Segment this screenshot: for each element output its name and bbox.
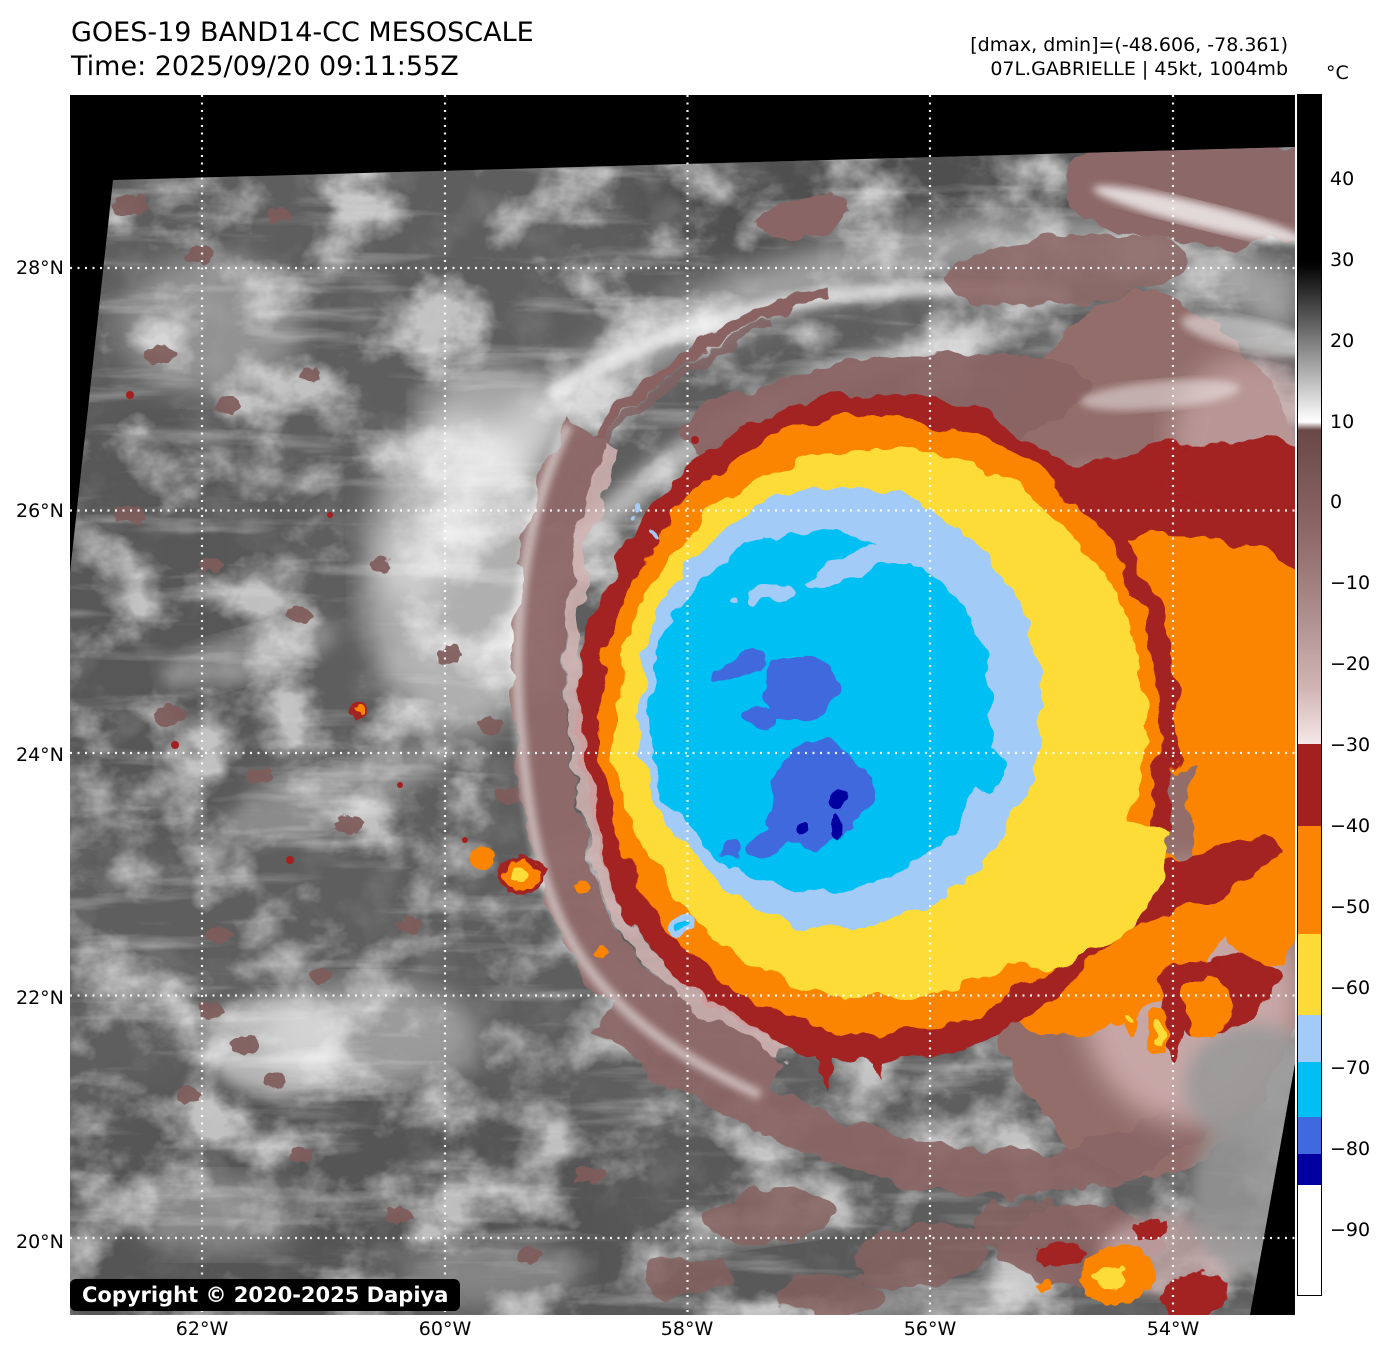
storm-annotation: 07L.GABRIELLE | 45kt, 1004mb [990,58,1288,80]
temperature-colorbar [1297,94,1322,1296]
colorbar-tick-10: 10 [1330,411,1355,433]
lat-label-26n: 26°N [16,500,64,522]
colorbar-tick-n60: −60 [1330,977,1371,999]
lon-label-62w: 62°W [175,1318,229,1340]
colorbar-tick-n90: −90 [1330,1219,1371,1241]
lon-label-60w: 60°W [418,1318,472,1340]
colorbar-tick-40: 40 [1330,168,1355,190]
colorbar-tick-n10: −10 [1330,572,1371,594]
west-dry-band [512,418,789,1104]
lon-label-58w: 58°W [660,1318,714,1340]
colorbar-tick-0: 0 [1330,491,1343,513]
page-title: GOES-19 BAND14-CC MESOSCALE [71,17,534,48]
colorbar-tick-n20: −20 [1330,653,1371,675]
colorbar-tick-n80: −80 [1330,1138,1371,1160]
timestamp: Time: 2025/09/20 09:11:55Z [71,51,459,82]
satellite-map [70,95,1295,1315]
colorbar-tick-20: 20 [1330,330,1355,352]
gridlines [70,95,1295,1315]
hot-spots [352,702,1229,1315]
dmax-dmin-annotation: [dmax, dmin]=(-48.606, -78.361) [970,34,1288,56]
lon-label-56w: 56°W [903,1318,957,1340]
lat-label-22n: 22°N [16,987,64,1009]
lat-label-28n: 28°N [16,257,64,279]
lon-label-54w: 54°W [1146,1318,1200,1340]
lat-label-20n: 20°N [16,1231,64,1253]
colorbar-unit-label: °C [1326,62,1349,84]
west-band-halo [512,422,763,1100]
copyright-badge: Copyright © 2020-2025 Dapiya [70,1279,461,1311]
storm-cdo [578,392,1178,1090]
lat-label-24n: 24°N [16,744,64,766]
colorbar-tick-n30: −30 [1330,734,1371,756]
data-sector [70,147,1295,1315]
colorbar-tick-n50: −50 [1330,896,1371,918]
colorbar-tick-n40: −40 [1330,815,1371,837]
satellite-image [70,95,1295,1315]
colorbar-tick-30: 30 [1330,249,1355,271]
colorbar-tick-n70: −70 [1330,1057,1371,1079]
